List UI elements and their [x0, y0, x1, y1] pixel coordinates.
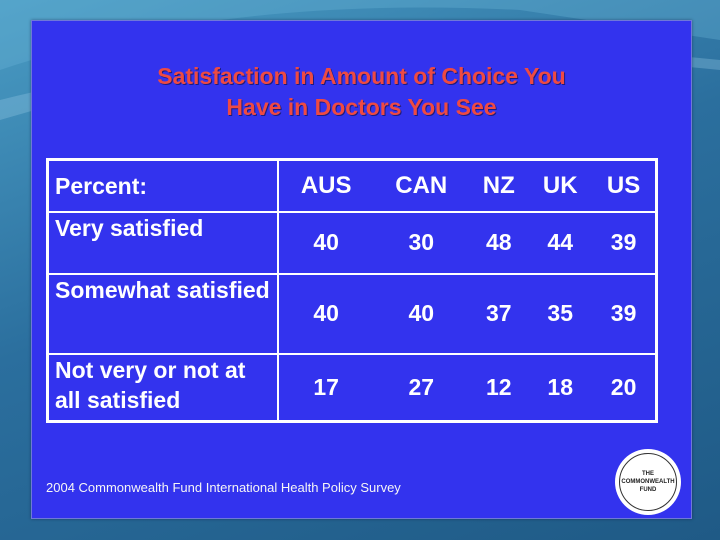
slide: Satisfaction in Amount of Choice You Hav…	[31, 20, 692, 519]
cell: 27	[373, 352, 470, 423]
title-line-2: Have in Doctors You See	[226, 94, 497, 120]
table-row: Not very or not at all satisfied 17 27 1…	[46, 352, 658, 423]
cell: 17	[276, 352, 374, 423]
col-uk: UK	[528, 158, 593, 213]
col-aus: AUS	[276, 158, 374, 213]
cell: 18	[528, 352, 593, 423]
header-row: Percent: AUS CAN NZ UK US	[46, 158, 658, 213]
cell: 44	[528, 210, 593, 275]
source-footnote: 2004 Commonwealth Fund International Hea…	[46, 480, 401, 495]
cell: 20	[592, 352, 658, 423]
table-row: Somewhat satisfied 40 40 37 35 39	[46, 272, 658, 355]
header-label: Percent:	[46, 158, 279, 213]
col-can: CAN	[373, 158, 470, 213]
slide-title: Satisfaction in Amount of Choice You Hav…	[32, 61, 691, 123]
cell: 48	[469, 210, 529, 275]
cell: 35	[528, 272, 593, 355]
table-row: Very satisfied 40 30 48 44 39	[46, 210, 658, 275]
cell: 40	[276, 210, 374, 275]
row-label: Not very or not at all satisfied	[46, 352, 279, 423]
title-line-1: Satisfaction in Amount of Choice You	[157, 63, 566, 89]
cell: 39	[592, 210, 658, 275]
cell: 12	[469, 352, 529, 423]
data-table: Percent: AUS CAN NZ UK US Very satisfied…	[46, 158, 658, 423]
cell: 37	[469, 272, 529, 355]
cell: 40	[373, 272, 470, 355]
cell: 40	[276, 272, 374, 355]
row-label: Somewhat satisfied	[46, 272, 279, 355]
col-nz: NZ	[469, 158, 529, 213]
row-label: Very satisfied	[46, 210, 279, 275]
col-us: US	[592, 158, 658, 213]
cell: 39	[592, 272, 658, 355]
commonwealth-fund-logo: THE COMMONWEALTH FUND	[615, 449, 681, 515]
cell: 30	[373, 210, 470, 275]
